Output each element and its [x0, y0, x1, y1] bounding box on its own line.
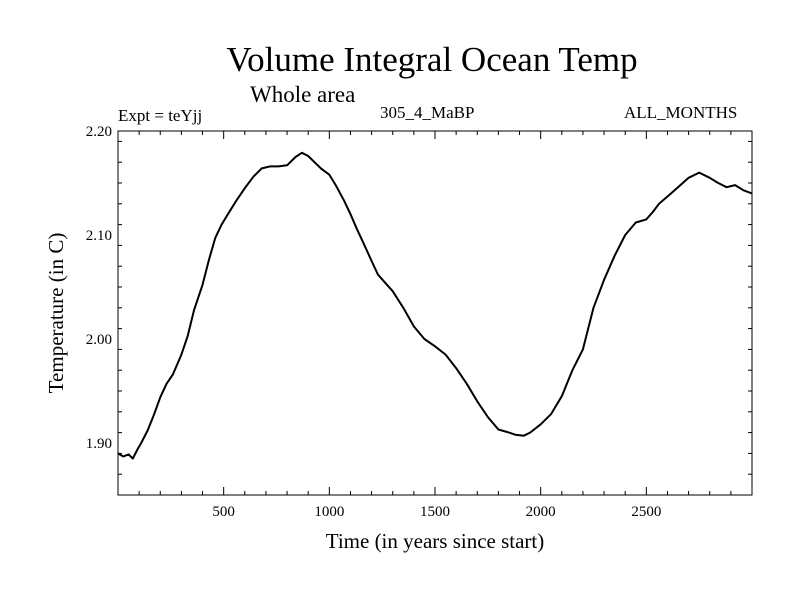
y-tick-label: 2.20 [86, 124, 112, 140]
period-label: 305_4_MaBP [380, 103, 475, 122]
x-tick-label: 2000 [526, 504, 556, 520]
x-tick-label: 1000 [314, 504, 344, 520]
tick-labels: 500 1000 1500 2000 2500 1.90 2.00 2.10 2.20 [86, 124, 662, 520]
plot-frame [117, 130, 753, 496]
x-tick-label: 2500 [631, 504, 661, 520]
y-tick-label: 2.00 [86, 332, 112, 348]
temperature-series-line [117, 151, 753, 460]
tick-marks [118, 131, 752, 495]
chart-title: Volume Integral Ocean Temp [226, 40, 638, 79]
x-tick-label: 1500 [420, 504, 450, 520]
y-tick-label: 1.90 [86, 436, 112, 452]
y-axis-label: Temperature (in C) [44, 233, 68, 394]
y-tick-label: 2.10 [86, 228, 112, 244]
x-axis-label: Time (in years since start) [326, 529, 545, 553]
x-tick-label: 500 [212, 504, 235, 520]
experiment-label: Expt = teYjj [118, 106, 203, 125]
months-label: ALL_MONTHS [624, 103, 738, 122]
chart-subtitle: Whole area [250, 82, 356, 107]
